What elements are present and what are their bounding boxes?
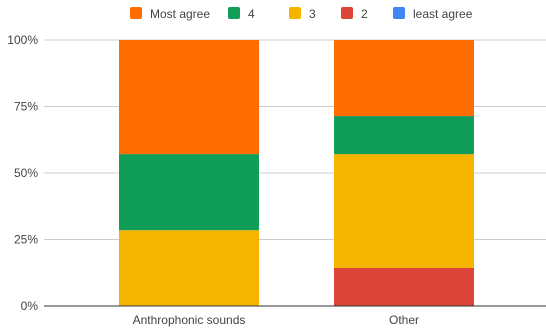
bar-segment — [119, 154, 259, 231]
y-tick-label: 50% — [14, 166, 38, 180]
legend: Most agree 4 3 2 least agree — [130, 7, 473, 21]
legend-label: 2 — [361, 7, 368, 21]
bar-segment — [119, 230, 259, 306]
y-tick-label: 0% — [21, 299, 39, 313]
legend-label: 3 — [309, 7, 316, 21]
legend-swatch — [130, 7, 142, 19]
legend-item[interactable]: 2 — [341, 7, 368, 21]
x-category-label: Anthrophonic sounds — [133, 313, 246, 327]
y-axis-ticks: 0% 25% 50% 75% 100% — [7, 33, 38, 313]
legend-item[interactable]: Most agree — [130, 7, 210, 21]
bar-segment — [334, 154, 474, 268]
legend-item[interactable]: 4 — [228, 7, 255, 21]
legend-item[interactable]: least agree — [393, 7, 473, 21]
x-category-label: Other — [389, 313, 419, 327]
y-tick-label: 25% — [14, 233, 38, 247]
legend-swatch — [228, 7, 240, 19]
legend-swatch — [341, 7, 353, 19]
legend-label: least agree — [413, 7, 473, 21]
y-tick-label: 75% — [14, 100, 38, 114]
bar-segment — [334, 267, 474, 306]
legend-label: Most agree — [150, 7, 210, 21]
legend-item[interactable]: 3 — [289, 7, 316, 21]
bar-segment — [334, 116, 474, 155]
legend-swatch — [393, 7, 405, 19]
y-tick-label: 100% — [7, 33, 38, 47]
legend-label: 4 — [248, 7, 255, 21]
bars — [119, 40, 474, 306]
x-axis-labels: Anthrophonic sounds Other — [133, 313, 419, 327]
bar-segment — [119, 40, 259, 155]
legend-swatch — [289, 7, 301, 19]
bar-segment — [334, 40, 474, 117]
